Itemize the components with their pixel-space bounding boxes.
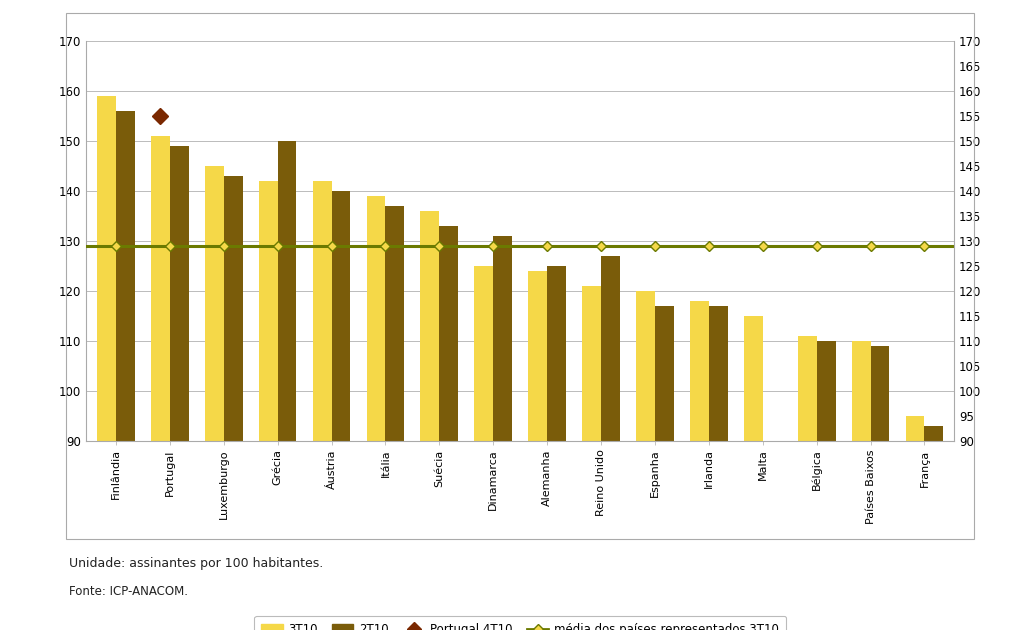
- Bar: [583, 286, 601, 630]
- Bar: [690, 301, 708, 630]
- Bar: [925, 426, 943, 630]
- Bar: [439, 226, 458, 630]
- Bar: [852, 341, 871, 630]
- Bar: [116, 111, 135, 630]
- Bar: [223, 176, 243, 630]
- Bar: [798, 336, 817, 630]
- Bar: [259, 181, 278, 630]
- Bar: [151, 136, 170, 630]
- Text: Unidade: assinantes por 100 habitantes.: Unidade: assinantes por 100 habitantes.: [69, 557, 323, 570]
- Legend: 3T10, 2T10, Portugal 4T10, média dos países representados 3T10: 3T10, 2T10, Portugal 4T10, média dos paí…: [255, 616, 786, 630]
- Bar: [332, 191, 350, 630]
- Bar: [386, 206, 404, 630]
- Bar: [817, 341, 835, 630]
- Bar: [420, 211, 439, 630]
- Bar: [905, 416, 925, 630]
- Bar: [528, 271, 547, 630]
- Bar: [170, 146, 189, 630]
- Bar: [601, 256, 620, 630]
- Bar: [871, 346, 889, 630]
- Bar: [97, 96, 116, 630]
- Bar: [708, 306, 728, 630]
- Text: Fonte: ICP-ANACOM.: Fonte: ICP-ANACOM.: [69, 585, 188, 598]
- Bar: [313, 181, 332, 630]
- Bar: [547, 266, 566, 630]
- Bar: [366, 196, 386, 630]
- Bar: [636, 291, 655, 630]
- Bar: [205, 166, 223, 630]
- Bar: [278, 141, 296, 630]
- Bar: [655, 306, 674, 630]
- Bar: [493, 236, 513, 630]
- Bar: [474, 266, 493, 630]
- Bar: [744, 316, 762, 630]
